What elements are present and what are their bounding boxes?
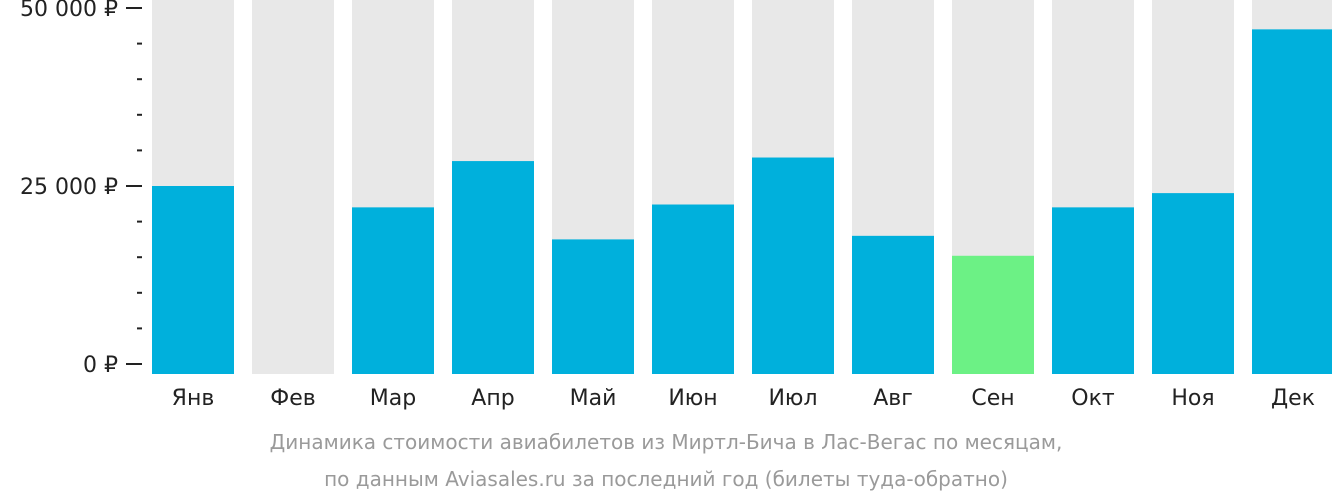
bar-8[interactable]: [852, 235, 934, 374]
chart-caption-line-1: Динамика стоимости авиабилетов из Миртл-…: [269, 430, 1063, 454]
x-tick-label: Дек: [1271, 386, 1315, 411]
y-tick-label: 0 ₽: [83, 353, 118, 378]
bar-7[interactable]: [752, 157, 834, 374]
background-bar-2: [252, 0, 334, 374]
bar-11[interactable]: [1152, 193, 1234, 374]
price-bars: [152, 29, 1332, 375]
y-tick-label: 25 000 ₽: [20, 175, 118, 200]
x-tick-label: Мар: [370, 386, 416, 411]
y-axis: 0 ₽ 25 000 ₽ 50 000 ₽: [20, 0, 142, 378]
bar-5[interactable]: [552, 239, 634, 374]
bar-12[interactable]: [1252, 29, 1332, 375]
bar-6[interactable]: [652, 204, 734, 374]
x-tick-label: Ноя: [1171, 386, 1214, 411]
x-tick-label: Сен: [971, 386, 1014, 411]
x-tick-label: Янв: [172, 386, 215, 411]
bar-9[interactable]: [952, 255, 1034, 374]
bar-4[interactable]: [452, 161, 534, 374]
x-tick-label: Июл: [768, 386, 817, 411]
y-tick-label: 50 000 ₽: [20, 0, 118, 22]
x-tick-label: Фев: [270, 386, 315, 411]
bar-1[interactable]: [152, 186, 234, 374]
bar-3[interactable]: [352, 207, 434, 374]
x-tick-label: Окт: [1071, 386, 1115, 411]
x-tick-label: Авг: [873, 386, 913, 411]
chart-caption-line-2: по данным Aviasales.ru за последний год …: [324, 467, 1008, 491]
x-tick-label: Июн: [668, 386, 717, 411]
bar-10[interactable]: [1052, 207, 1134, 374]
x-axis-labels: Янв Фев Мар Апр Май Июн Июл Авг Сен Окт Ноя Дек: [172, 386, 1315, 411]
x-tick-label: Май: [570, 386, 617, 411]
x-tick-label: Апр: [471, 386, 514, 411]
